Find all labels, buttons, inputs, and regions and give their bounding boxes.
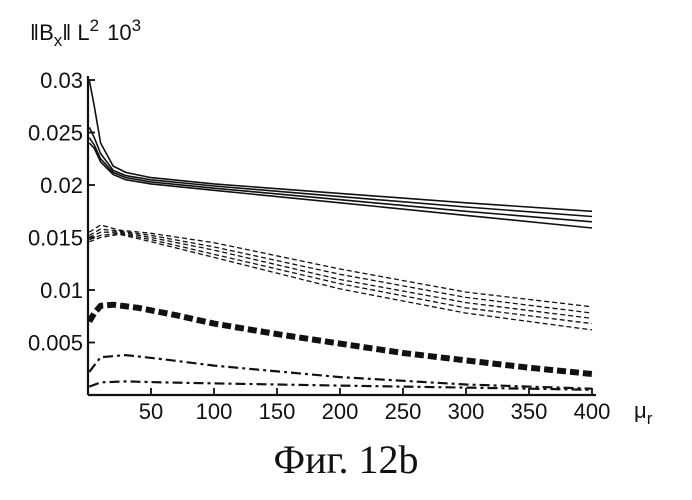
- y-ticks: 0.005 0.01 0.015 0.02 0.025 0.03: [28, 68, 95, 356]
- x-tick-label: 150: [259, 399, 296, 424]
- axes: [88, 76, 596, 395]
- svg-text:‖Bx‖L2103: ‖Bx‖L2103: [30, 16, 141, 50]
- series-layer: [89, 80, 592, 390]
- series-dashed-2: [89, 229, 592, 313]
- y-tick-label: 0.005: [28, 331, 83, 356]
- y-axis-label-scale: 10: [107, 20, 131, 45]
- y-axis-label-norm-close: ‖: [62, 20, 71, 45]
- y-axis-label-norm: ‖B: [30, 20, 54, 45]
- y-axis-label-scale-exp: 3: [132, 16, 141, 35]
- y-axis-label-space-exp: 2: [90, 16, 99, 35]
- y-tick-label: 0.02: [40, 173, 83, 198]
- x-tick-label: 250: [385, 399, 422, 424]
- series-solid-1: [89, 80, 592, 211]
- y-tick-label: 0.03: [40, 68, 83, 93]
- x-axis-label-sub: r: [647, 409, 653, 428]
- chart: ‖Bx‖L2103 0.0050.010.0150.020.0250.03 50…: [0, 0, 692, 500]
- x-tick-label: 400: [574, 399, 611, 424]
- series-dash-dot-1: [89, 355, 592, 389]
- x-tick-label: 50: [139, 399, 163, 424]
- y-tick-label: 0.015: [28, 226, 83, 251]
- y-tick-label: 0.025: [28, 121, 83, 146]
- x-tick-label: 100: [196, 399, 233, 424]
- x-axis-label-main: μ: [634, 398, 647, 423]
- x-axis-label: μr: [634, 398, 653, 428]
- x-tick-label: 350: [511, 399, 548, 424]
- svg-text:μr: μr: [634, 398, 653, 428]
- y-tick-label: 0.01: [40, 278, 83, 303]
- series-dashed-1: [89, 225, 592, 307]
- x-ticks: 50 100 150 200 250 300 350 400: [139, 388, 611, 424]
- y-axis-label-space: L: [77, 20, 89, 45]
- series-heavy-dashed: [89, 305, 592, 374]
- y-axis-label: ‖Bx‖L2103: [30, 16, 141, 50]
- x-tick-label: 200: [322, 399, 359, 424]
- figure-caption: Фиг. 12b: [0, 436, 692, 483]
- x-tick-label: 300: [448, 399, 485, 424]
- series-dashed-3: [89, 232, 592, 318]
